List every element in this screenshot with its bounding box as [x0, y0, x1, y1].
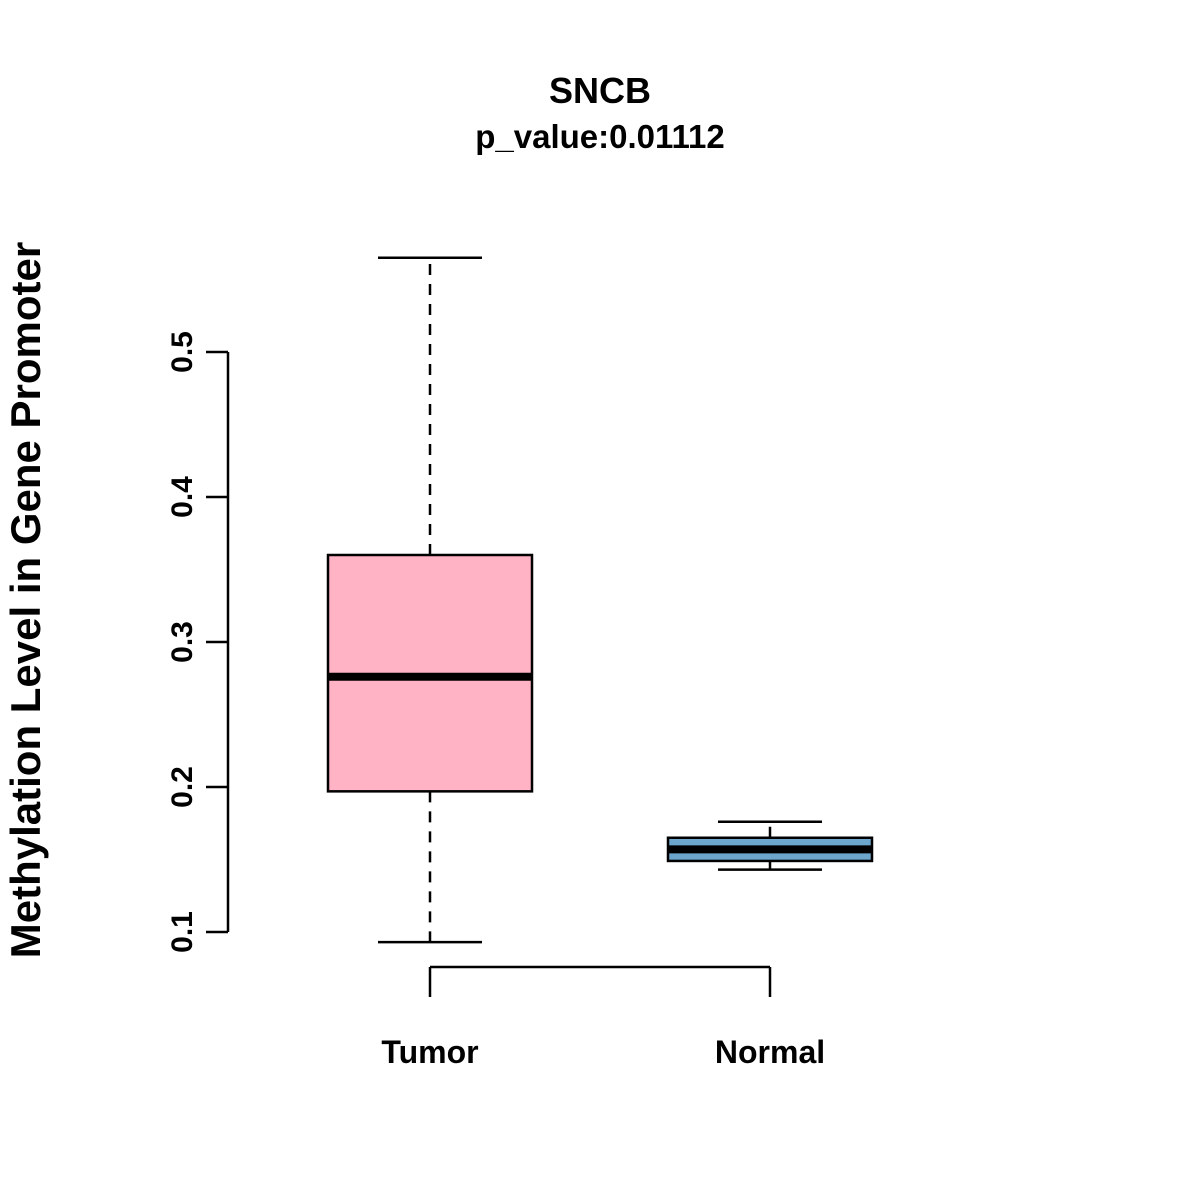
- y-axis-label: Methylation Level in Gene Promoter: [2, 242, 49, 958]
- plot-area: 0.1 0.2 0.3 0.4 0.5 Tumor Normal: [166, 256, 874, 1070]
- category-label: Normal: [715, 1034, 825, 1070]
- chart-title: SNCB: [549, 70, 651, 111]
- y-tick-label: 0.3: [166, 621, 199, 663]
- y-tick-label: 0.2: [166, 766, 199, 808]
- chart-subtitle: p_value:0.01112: [475, 118, 725, 155]
- y-tick-label: 0.1: [166, 911, 199, 953]
- y-tick-label: 0.4: [166, 476, 199, 518]
- category-label: Tumor: [381, 1034, 478, 1070]
- y-tick-label: 0.5: [166, 331, 199, 373]
